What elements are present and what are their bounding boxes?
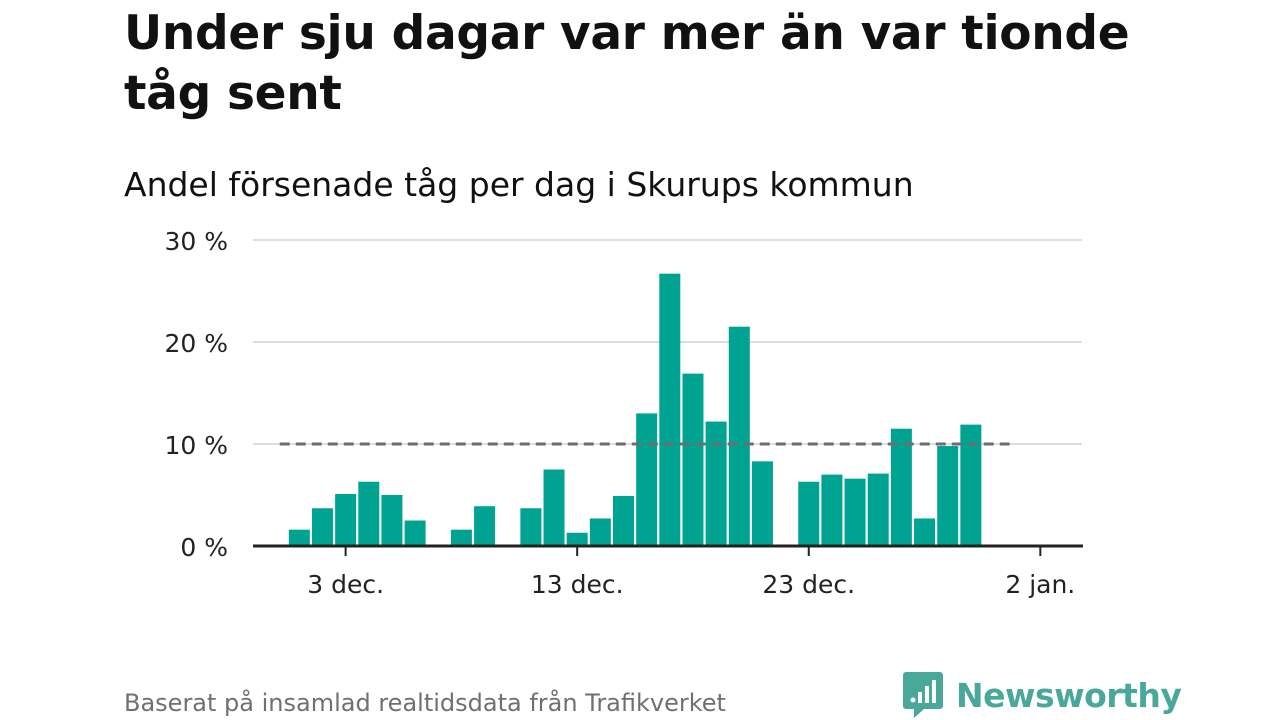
bar xyxy=(844,478,866,546)
bars xyxy=(288,273,982,546)
x-axis: 3 dec. 13 dec. 23 dec. 2 jan. xyxy=(253,544,1083,599)
bar xyxy=(659,273,681,546)
bar xyxy=(728,326,750,546)
bar xyxy=(613,496,635,546)
bar xyxy=(335,493,357,546)
bar xyxy=(520,508,542,546)
y-tick-label: 0 % xyxy=(180,533,228,562)
y-tick-label: 10 % xyxy=(164,431,228,460)
bar xyxy=(751,461,773,546)
bar xyxy=(798,481,820,546)
y-tick-label: 30 % xyxy=(164,227,228,256)
x-tick-label: 13 dec. xyxy=(531,570,624,599)
y-tick-label: 20 % xyxy=(164,329,228,358)
bar xyxy=(821,474,843,546)
brand-name: Newsworthy xyxy=(956,675,1182,715)
bar xyxy=(914,518,936,546)
bar xyxy=(311,508,333,546)
bar xyxy=(358,481,380,546)
newsworthy-logo-icon xyxy=(903,672,943,718)
bar xyxy=(381,495,403,546)
bar xyxy=(450,529,472,546)
bar xyxy=(937,446,959,546)
bar xyxy=(474,506,496,546)
y-axis-labels: 0 % 10 % 20 % 30 % xyxy=(164,227,228,562)
x-tick-label: 2 jan. xyxy=(1005,570,1075,599)
bar xyxy=(589,518,611,546)
bar xyxy=(404,520,426,546)
bar xyxy=(288,529,310,546)
chart-title: Under sju dagar var mer än var tionde tå… xyxy=(124,6,1130,121)
x-tick-label: 3 dec. xyxy=(307,570,384,599)
chart-subtitle: Andel försenade tåg per dag i Skurups ko… xyxy=(124,165,914,204)
bar xyxy=(705,421,727,546)
brand-logo: Newsworthy xyxy=(902,670,1182,720)
bar xyxy=(566,532,588,546)
bar xyxy=(867,473,889,546)
x-tick-label: 23 dec. xyxy=(762,570,855,599)
bar xyxy=(960,424,982,546)
source-note: Baserat på insamlad realtidsdata från Tr… xyxy=(124,689,726,717)
bar xyxy=(636,413,658,546)
bar xyxy=(682,373,704,546)
bar xyxy=(543,469,565,546)
bar xyxy=(890,428,912,546)
